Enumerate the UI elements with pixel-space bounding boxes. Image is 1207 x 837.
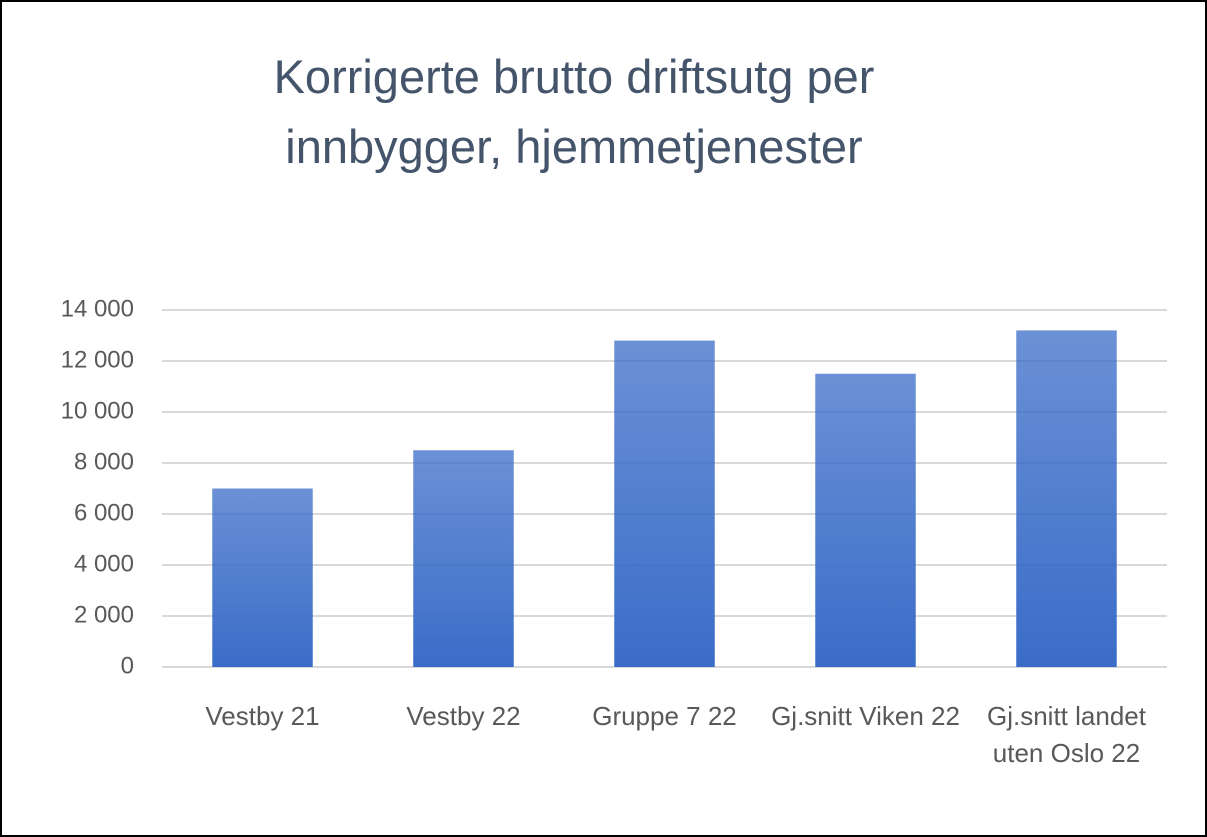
x-tick-label: Gruppe 7 22 bbox=[592, 701, 737, 731]
y-tick-label: 2 000 bbox=[74, 601, 134, 628]
bar bbox=[413, 450, 514, 667]
y-tick-label: 6 000 bbox=[74, 499, 134, 526]
x-tick-label: Vestby 21 bbox=[205, 701, 320, 731]
x-tick-label: Vestby 22 bbox=[406, 701, 521, 731]
y-tick-label: 10 000 bbox=[61, 397, 134, 424]
bar bbox=[1016, 330, 1117, 667]
x-tick-label: Gj.snitt landet uten Oslo 22 bbox=[987, 701, 1146, 768]
y-tick-label: 0 bbox=[121, 652, 134, 679]
x-tick-label: Gj.snitt Viken 22 bbox=[771, 701, 960, 731]
y-tick-label: 12 000 bbox=[61, 346, 134, 373]
bar bbox=[815, 373, 916, 667]
bar bbox=[614, 340, 715, 667]
y-tick-label: 8 000 bbox=[74, 448, 134, 475]
chart-title: Korrigerte brutto driftsutg per innbygge… bbox=[273, 50, 875, 173]
y-tick-label: 14 000 bbox=[61, 295, 134, 322]
y-tick-label: 4 000 bbox=[74, 550, 134, 577]
bar bbox=[212, 488, 313, 667]
